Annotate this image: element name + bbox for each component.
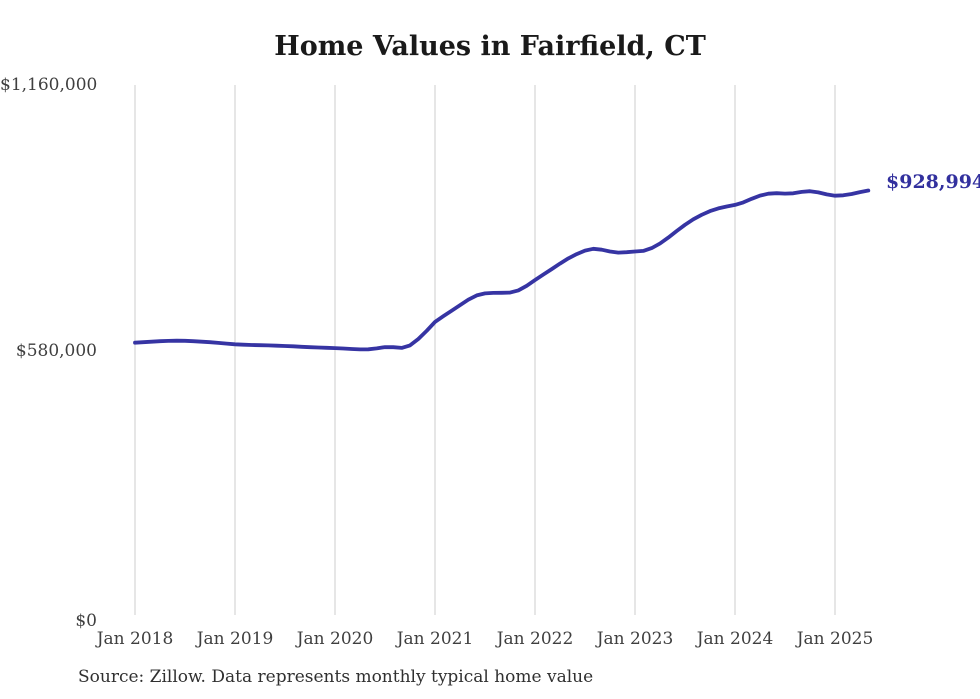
gridlines [134,85,836,615]
y-tick-label-1160000: $1,160,000 [0,75,98,95]
x-tick-label-jan-2021: Jan 2021 [396,629,474,649]
chart-title: Home Values in Fairfield, CT [274,31,706,62]
home-value-line [133,188,871,352]
x-tick-label-jan-2022: Jan 2022 [496,629,574,649]
x-tick-label-jan-2024: Jan 2024 [696,629,774,649]
x-tick-label-jan-2020: Jan 2020 [296,629,374,649]
y-tick-label-580000: $580,000 [15,341,97,361]
x-tick-label-jan-2019: Jan 2019 [196,629,274,649]
x-tick-label-jan-2023: Jan 2023 [596,629,674,649]
x-tick-label-jan-2025: Jan 2025 [796,629,874,649]
source-note: Source: Zillow. Data represents monthly … [78,667,594,687]
x-tick-label-jan-2018: Jan 2018 [96,629,174,649]
y-tick-label-0: $0 [75,611,97,631]
latest-value-label: $928,994 [886,171,980,193]
